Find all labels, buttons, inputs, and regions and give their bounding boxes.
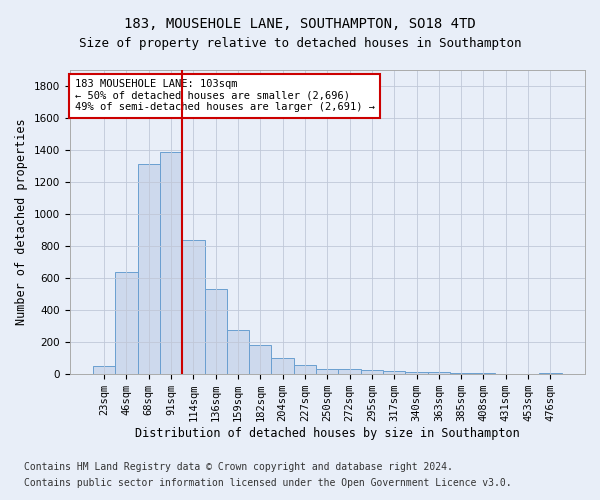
Bar [383, 371, 406, 374]
X-axis label: Distribution of detached houses by size in Southampton: Distribution of detached houses by size … [135, 427, 520, 440]
Text: Contains HM Land Registry data © Crown copyright and database right 2024.: Contains HM Land Registry data © Crown c… [24, 462, 453, 472]
Text: Contains public sector information licensed under the Open Government Licence v3: Contains public sector information licen… [24, 478, 512, 488]
Bar [115, 272, 137, 374]
Bar [93, 366, 115, 374]
Text: 183 MOUSEHOLE LANE: 103sqm
← 50% of detached houses are smaller (2,696)
49% of s: 183 MOUSEHOLE LANE: 103sqm ← 50% of deta… [74, 79, 374, 112]
Bar [182, 240, 205, 374]
Bar [406, 372, 428, 374]
Bar [227, 330, 249, 374]
Bar [271, 358, 294, 374]
Y-axis label: Number of detached properties: Number of detached properties [15, 119, 28, 326]
Bar [428, 372, 450, 374]
Bar [137, 164, 160, 374]
Text: Size of property relative to detached houses in Southampton: Size of property relative to detached ho… [79, 38, 521, 51]
Bar [249, 346, 271, 374]
Bar [450, 373, 472, 374]
Bar [294, 364, 316, 374]
Bar [316, 368, 338, 374]
Bar [361, 370, 383, 374]
Bar [205, 290, 227, 374]
Bar [160, 152, 182, 374]
Text: 183, MOUSEHOLE LANE, SOUTHAMPTON, SO18 4TD: 183, MOUSEHOLE LANE, SOUTHAMPTON, SO18 4… [124, 18, 476, 32]
Bar [338, 370, 361, 374]
